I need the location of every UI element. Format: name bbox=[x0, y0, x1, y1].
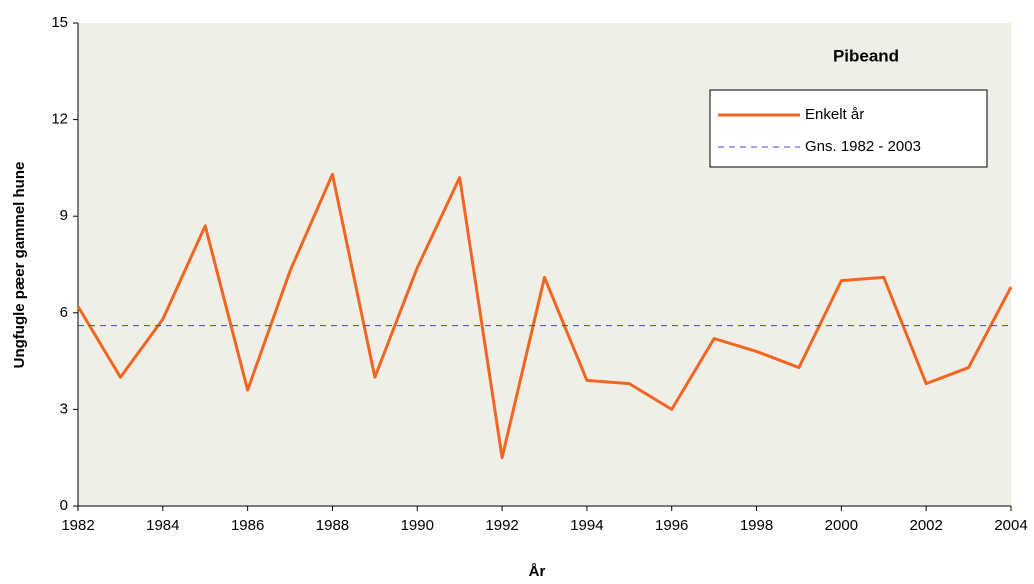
x-tick-label: 2000 bbox=[825, 517, 858, 534]
x-tick-label: 2002 bbox=[909, 517, 942, 534]
y-tick-label: 9 bbox=[60, 207, 68, 224]
y-tick-label: 6 bbox=[60, 304, 68, 321]
y-axis-title: Ungfugle pæer gammel hune bbox=[11, 162, 28, 369]
x-tick-label: 1996 bbox=[655, 517, 688, 534]
x-tick-label: 1992 bbox=[485, 517, 518, 534]
y-tick-label: 15 bbox=[51, 14, 68, 31]
y-tick-label: 0 bbox=[60, 497, 68, 514]
y-tick-label: 12 bbox=[51, 111, 68, 128]
x-tick-label: 1990 bbox=[401, 517, 434, 534]
legend-label: Gns. 1982 - 2003 bbox=[805, 138, 921, 155]
x-tick-label: 1988 bbox=[316, 517, 349, 534]
chart-title: Pibeand bbox=[833, 46, 899, 65]
x-axis-title: År bbox=[529, 563, 546, 580]
legend-label: Enkelt år bbox=[805, 106, 864, 123]
y-tick-label: 3 bbox=[60, 400, 68, 417]
x-tick-label: 1986 bbox=[231, 517, 264, 534]
x-tick-label: 1998 bbox=[740, 517, 773, 534]
x-tick-label: 1982 bbox=[61, 517, 94, 534]
legend-box bbox=[709, 89, 988, 168]
x-tick-label: 2004 bbox=[994, 517, 1027, 534]
line-series bbox=[76, 172, 1013, 460]
x-tick-label: 1994 bbox=[570, 517, 603, 534]
x-tick-label: 1984 bbox=[146, 517, 179, 534]
